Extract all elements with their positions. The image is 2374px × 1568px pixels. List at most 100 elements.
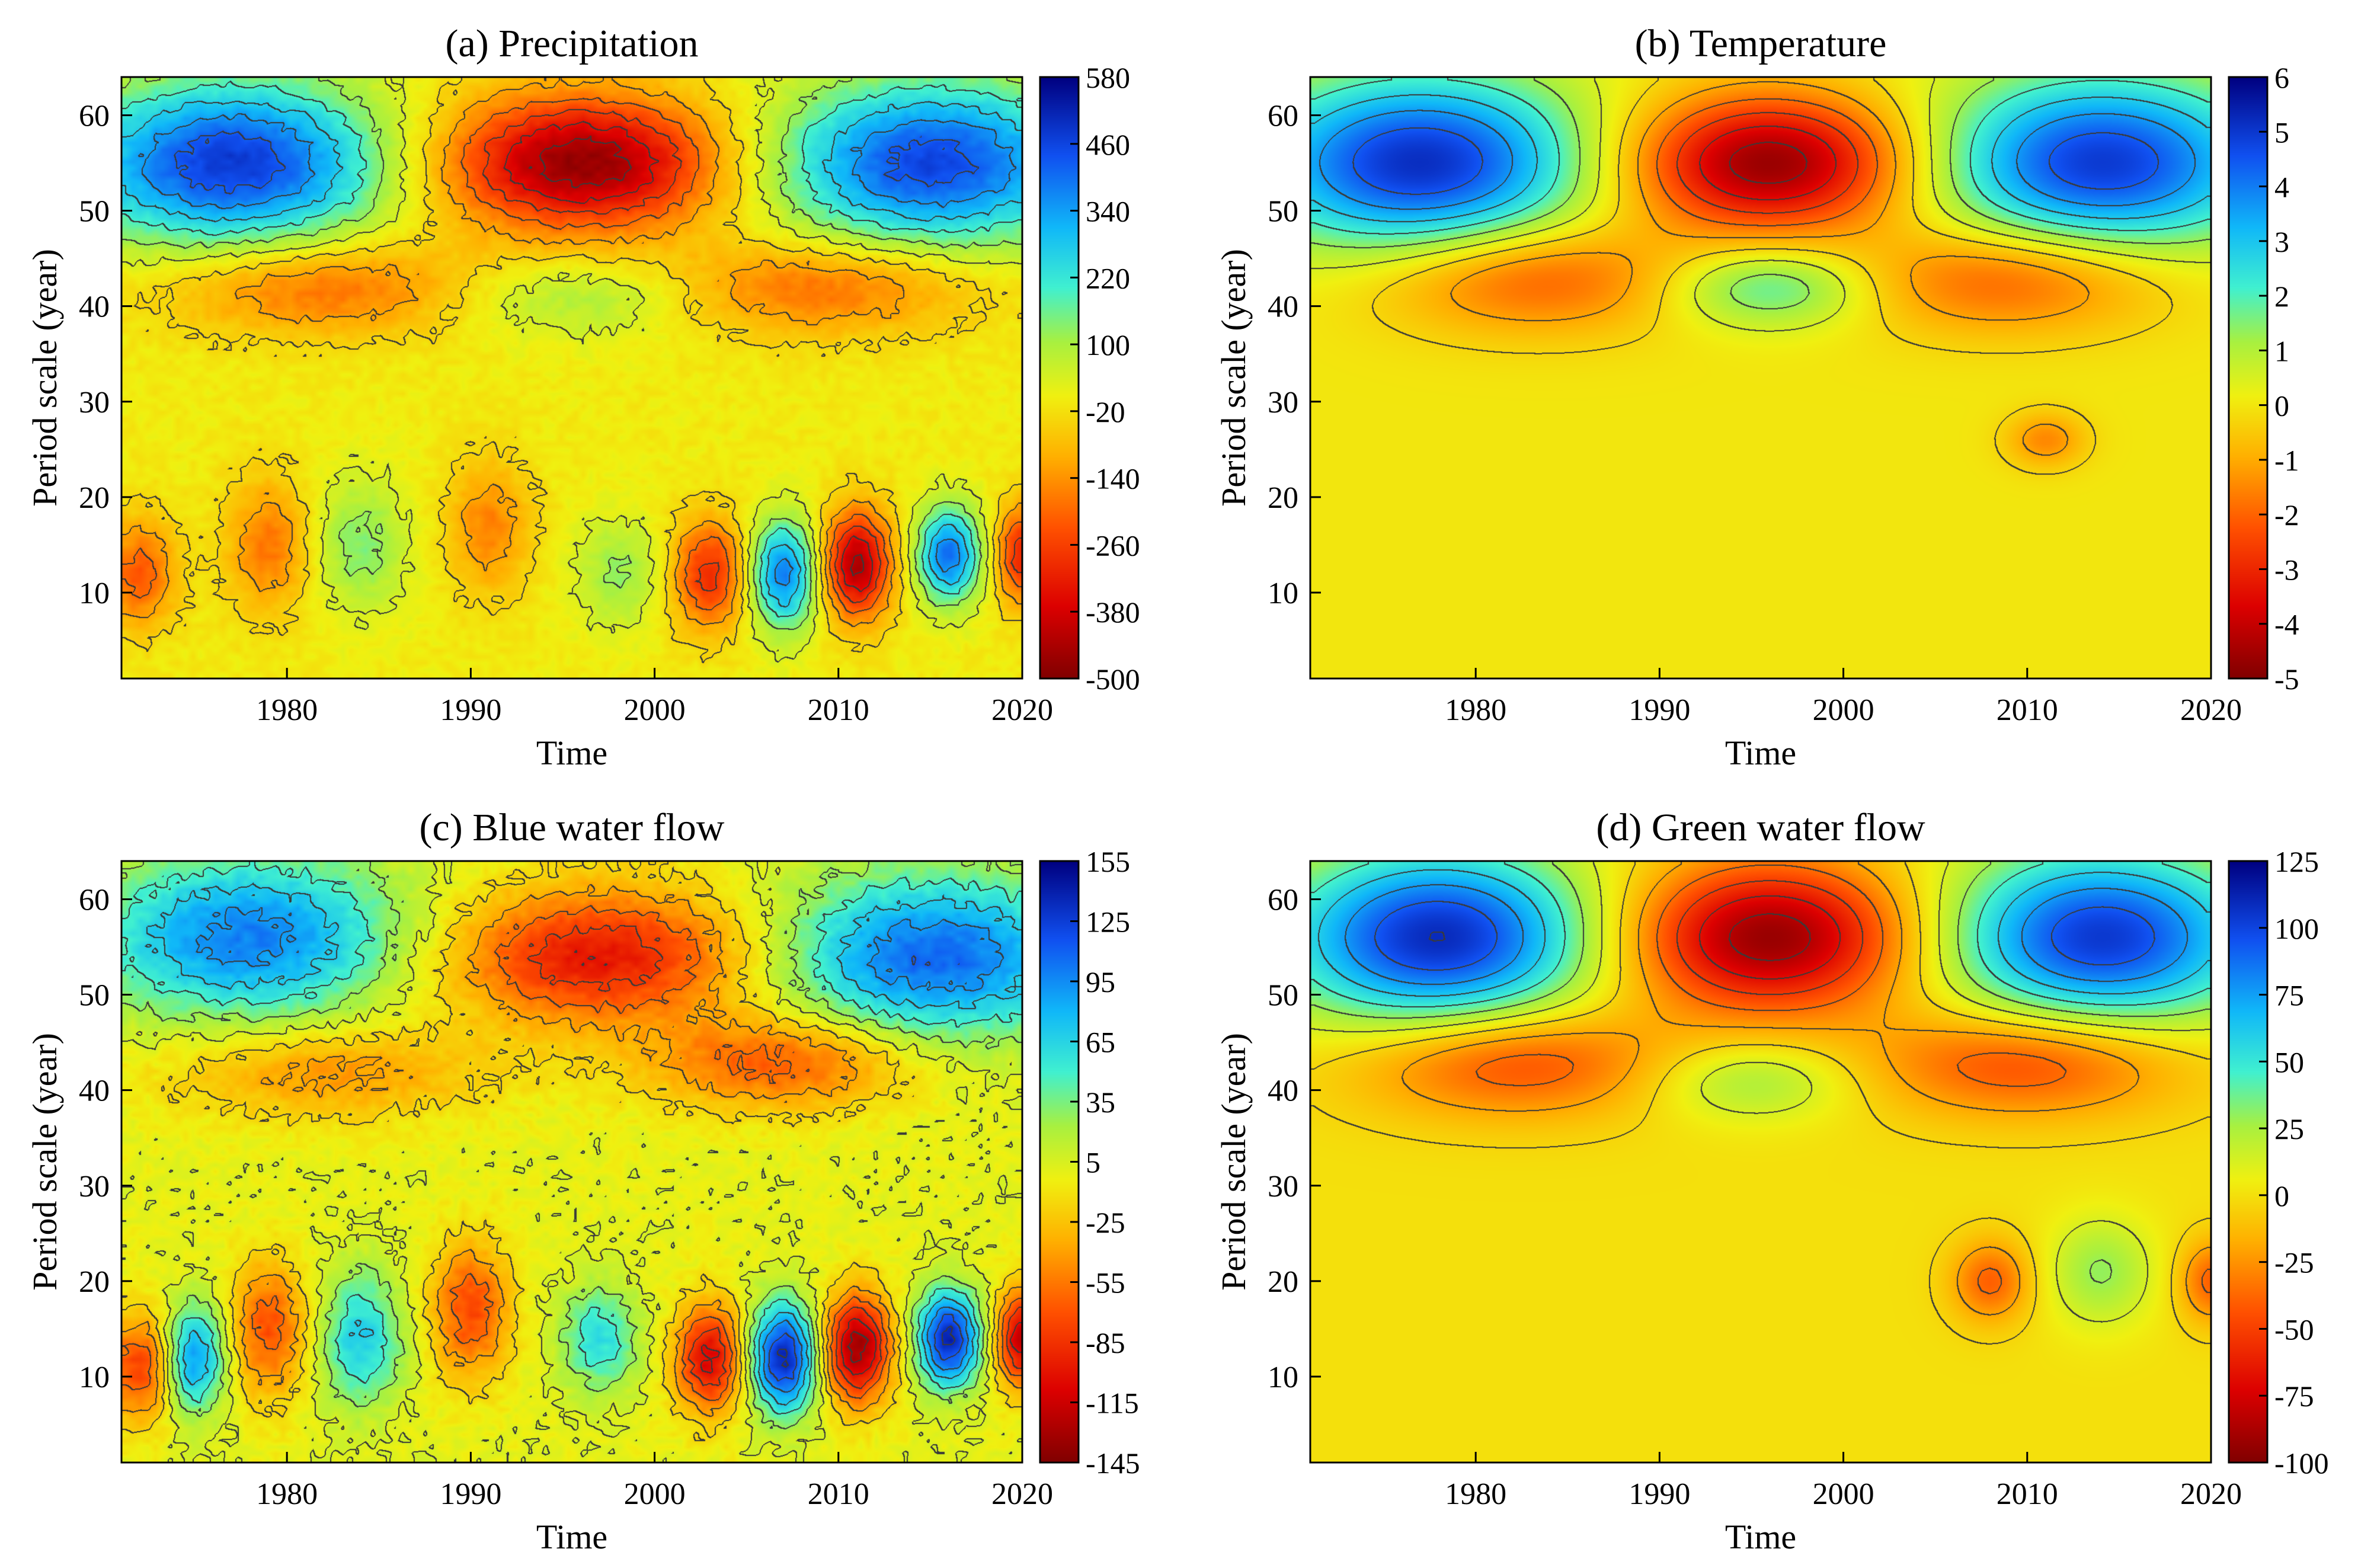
y-tick-label: 10: [79, 1361, 110, 1394]
colorbar-tick-label: 125: [1086, 905, 1130, 939]
y-tick-label: 40: [1268, 290, 1298, 324]
y-tick-label: 10: [1268, 577, 1298, 610]
colorbar-tick-label: 580: [1086, 61, 1130, 94]
colorbar-tick-label: -20: [1086, 395, 1125, 428]
colorbar-tick-label: -3: [2274, 553, 2299, 586]
chart-svg: (d) Green water flow Time Period scale (ye…: [1214, 806, 2329, 1556]
colorbar-tick-label: -25: [2274, 1246, 2314, 1279]
chart-title: (d) Green water flow: [1596, 806, 1925, 849]
x-axis-label: Time: [1725, 1518, 1796, 1556]
colorbar-tick-label: -75: [2274, 1380, 2314, 1413]
y-tick-label: 40: [79, 290, 110, 324]
y-tick-label: 60: [79, 99, 110, 133]
y-tick-label: 20: [1268, 1265, 1298, 1299]
colorbar-tick-label: 4: [2274, 171, 2289, 204]
panel-b: (b) Temperature Time Period scale (year) 19…: [1189, 0, 2374, 784]
x-tick-label: 2010: [1997, 1477, 2058, 1511]
x-axis-label: Time: [536, 1518, 607, 1556]
x-tick-label: 2010: [808, 693, 869, 727]
colorbar-tick-label: 5: [1086, 1146, 1100, 1179]
chart-title: (c) Blue water flow: [420, 806, 725, 849]
x-tick-label: 2020: [2180, 693, 2242, 727]
colorbar-tick-label: -500: [1086, 663, 1140, 696]
y-tick-label: 50: [1268, 195, 1298, 229]
colorbar-tick-label: -5: [2274, 663, 2299, 696]
plot-frame: [1309, 860, 2212, 1464]
colorbar-tick-label: 100: [2274, 912, 2319, 945]
colorbar-tick-label: 0: [2274, 1179, 2289, 1212]
y-tick-label: 10: [79, 577, 110, 610]
colorbar-tick-label: 1: [2274, 334, 2289, 367]
colorbar-tick-label: 35: [1086, 1086, 1115, 1119]
colorbar-frame: [2228, 76, 2269, 680]
x-tick-label: 1980: [256, 1477, 318, 1511]
colorbar-tick-label: 3: [2274, 225, 2289, 258]
y-tick-label: 20: [1268, 481, 1298, 515]
colorbar-tick-label: -260: [1086, 529, 1140, 562]
y-tick-label: 50: [1268, 979, 1298, 1013]
y-tick-label: 60: [79, 883, 110, 917]
x-tick-label: 2020: [991, 693, 1053, 727]
colorbar-tick-label: 65: [1086, 1026, 1115, 1059]
y-tick-label: 10: [1268, 1361, 1298, 1394]
heatmap-canvas: [0, 0, 1185, 784]
y-tick-label: 20: [79, 1265, 110, 1299]
heatmap-canvas: [0, 784, 1185, 1568]
colorbar-tick-label: 460: [1086, 128, 1130, 161]
y-tick-label: 60: [1268, 99, 1298, 133]
colorbar-frame: [2228, 860, 2269, 1464]
colorbar-tick-label: 2: [2274, 280, 2289, 313]
y-tick-label: 30: [1268, 1170, 1298, 1204]
colorbar-tick-label: -85: [1086, 1326, 1125, 1359]
colorbar-tick-label: -140: [1086, 462, 1140, 495]
colorbar-tick-label: 50: [2274, 1045, 2304, 1079]
colorbar-tick-label: -380: [1086, 596, 1140, 629]
heatmap-canvas: [1189, 0, 2374, 784]
x-tick-label: 2020: [2180, 1477, 2242, 1511]
heatmap-canvas: [1189, 784, 2374, 1568]
colorbar-tick-label: 220: [1086, 261, 1130, 295]
colorbar-tick-label: -55: [1086, 1266, 1125, 1300]
x-tick-label: 1980: [256, 693, 318, 727]
plot-frame: [1309, 76, 2212, 680]
y-tick-label: 40: [79, 1074, 110, 1108]
x-tick-label: 1990: [440, 693, 501, 727]
x-tick-label: 2000: [624, 1477, 686, 1511]
colorbar-tick-label: -1: [2274, 444, 2299, 477]
colorbar-tick-label: -145: [1086, 1447, 1140, 1480]
x-tick-label: 1990: [1628, 693, 1690, 727]
colorbar-tick-label: 25: [2274, 1112, 2304, 1145]
y-tick-label: 50: [79, 195, 110, 229]
y-tick-label: 40: [1268, 1074, 1298, 1108]
x-tick-label: 1980: [1445, 693, 1506, 727]
colorbar-tick-label: -100: [2274, 1447, 2329, 1480]
x-tick-label: 2010: [1997, 693, 2058, 727]
colorbar-tick-label: 125: [2274, 845, 2319, 878]
colorbar-tick-label: 0: [2274, 389, 2289, 423]
y-axis-label: Period scale (year): [1214, 249, 1253, 507]
y-tick-label: 30: [79, 1170, 110, 1204]
colorbar-tick-label: 6: [2274, 61, 2289, 94]
x-tick-label: 2010: [808, 1477, 869, 1511]
colorbar-tick-label: 75: [2274, 979, 2304, 1012]
chart-svg: (a) Precipitation Time Period scale (year)…: [25, 22, 1140, 772]
chart-title: (a) Precipitation: [445, 22, 698, 65]
colorbar-tick-label: -2: [2274, 498, 2299, 532]
colorbar-tick-label: 95: [1086, 965, 1115, 999]
colorbar-tick-label: -4: [2274, 608, 2299, 641]
colorbar-tick-label: 340: [1086, 195, 1130, 228]
x-tick-label: 2000: [1813, 693, 1874, 727]
x-axis-label: Time: [536, 734, 607, 772]
x-tick-label: 1990: [440, 1477, 501, 1511]
colorbar-tick-label: 5: [2274, 116, 2289, 149]
y-axis-label: Period scale (year): [25, 1033, 64, 1291]
panel-a: (a) Precipitation Time Period scale (year)…: [0, 0, 1185, 784]
y-tick-label: 30: [79, 386, 110, 420]
chart-svg: (b) Temperature Time Period scale (year) 19…: [1214, 22, 2299, 772]
panel-d: (d) Green water flow Time Period scale (ye…: [1189, 784, 2374, 1568]
chart-svg: (c) Blue water flow Time Period scale (yea…: [25, 806, 1140, 1556]
plot-frame: [120, 860, 1023, 1464]
colorbar-tick-label: 155: [1086, 845, 1130, 878]
colorbar-tick-label: -25: [1086, 1206, 1125, 1239]
x-tick-label: 1980: [1445, 1477, 1506, 1511]
